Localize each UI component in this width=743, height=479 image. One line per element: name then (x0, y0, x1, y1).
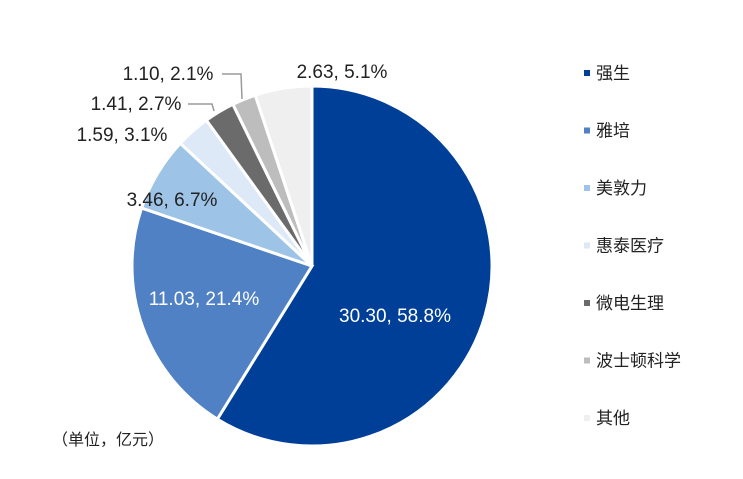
data-labels: 30.30, 58.8% 11.03, 21.4% 3.46, 6.7% 1.59, … (77, 62, 452, 327)
legend-label-7: 其他 (596, 409, 630, 429)
data-label-1: 30.30, 58.8% (339, 306, 451, 327)
leader-line-6 (222, 73, 243, 100)
legend-swatch-1 (584, 70, 590, 76)
legend-label-2: 雅培 (596, 122, 630, 142)
leader-line-5 (188, 103, 215, 112)
legend-label-6: 波士顿科学 (596, 352, 681, 372)
unit-note: （单位，亿元） (52, 430, 164, 449)
pie-slice-7 (253, 84, 314, 267)
pie-slice-2 (130, 206, 315, 422)
data-label-6: 1.10, 2.1% (123, 64, 214, 85)
data-label-4: 1.59, 3.1% (77, 125, 168, 146)
data-label-2: 11.03, 21.4% (149, 289, 260, 310)
legend-swatch-4 (584, 242, 590, 249)
data-label-7: 2.63, 5.1% (297, 62, 388, 83)
pie-slice-1 (215, 84, 494, 448)
legend-label-3: 美敦力 (596, 179, 647, 199)
leader-lines (188, 73, 243, 112)
legend-label-1: 强生 (596, 64, 630, 84)
legend-swatch-6 (584, 357, 590, 364)
legend-swatch-2 (584, 127, 590, 134)
legend-label-4: 惠泰医疗 (596, 237, 664, 257)
pie-slices (130, 84, 494, 448)
data-label-3: 3.46, 6.7% (127, 190, 218, 211)
data-label-5: 1.41, 2.7% (91, 94, 182, 115)
legend-swatch-3 (584, 185, 590, 191)
legend-label-5: 微电生理 (596, 294, 664, 314)
legend-swatch-5 (584, 300, 590, 306)
legend-swatch-7 (584, 415, 590, 421)
